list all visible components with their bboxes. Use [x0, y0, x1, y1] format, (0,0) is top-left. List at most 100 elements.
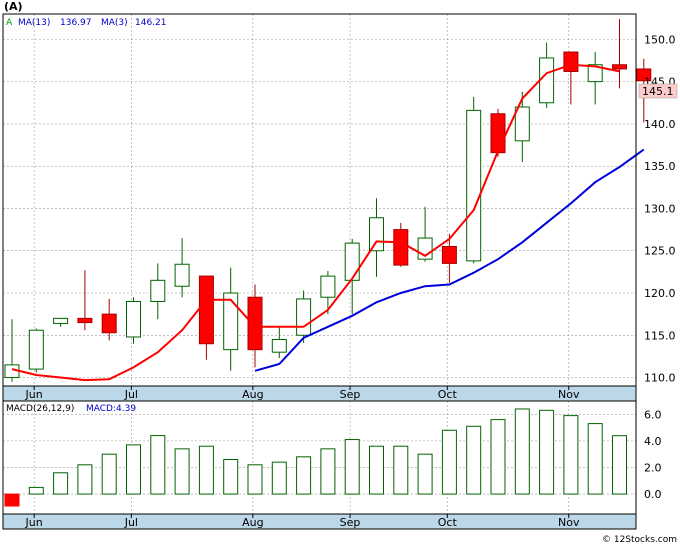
price-y-tick-label: 130.0: [644, 202, 676, 215]
ma3-legend-value: 146.21: [135, 18, 167, 28]
candle-down: [198, 275, 214, 345]
price-month-labels: Jun Jul Aug Sep Oct Nov: [25, 386, 580, 401]
macd-bar: [344, 439, 360, 495]
month-label-oct: Oct: [438, 516, 458, 529]
macd-month-band: [2, 513, 637, 530]
candle-up: [28, 329, 44, 370]
macd-bar: [612, 435, 627, 495]
macd-bar: [417, 453, 433, 495]
price-month-band: [2, 385, 637, 402]
last-price-box: [638, 83, 678, 99]
price-panel: 110.0115.0120.0125.0130.0135.0140.0145.0…: [2, 13, 678, 387]
candle-down: [612, 64, 627, 70]
month-label-nov: Nov: [558, 388, 580, 401]
macd-bar: [320, 448, 336, 495]
macd-bars: [4, 408, 627, 507]
price-y-tick-label: 150.0: [644, 33, 676, 46]
candle-down: [636, 68, 652, 82]
macd-y-tick-label: 4.0: [644, 435, 662, 448]
macd-y-tick-label: 6.0: [644, 408, 662, 421]
month-label-jul: Jul: [124, 516, 138, 529]
price-y-tick-label: 140.0: [644, 118, 676, 131]
macd-bar: [563, 415, 579, 495]
macd-bar: [101, 453, 117, 495]
candle-up: [587, 64, 603, 83]
candle-up: [369, 217, 384, 252]
candle-up: [344, 242, 360, 281]
candle-up: [150, 279, 166, 302]
macd-bar-negative: [4, 493, 20, 507]
candle-up: [320, 275, 336, 298]
macd-bar: [126, 444, 141, 495]
candle-up: [539, 57, 555, 104]
macd-bar: [77, 464, 93, 495]
macd-bar: [539, 409, 555, 495]
macd-bar: [174, 448, 190, 495]
month-label-aug: Aug: [242, 516, 263, 529]
macd-bar: [28, 486, 44, 495]
price-y-tick-label: 115.0: [644, 329, 676, 342]
macd-y-axis: 0.0 2.0 4.0 6.0: [644, 408, 662, 501]
macd-y-tick-label: 0.0: [644, 488, 662, 501]
month-label-sep: Sep: [340, 388, 361, 401]
price-candles: [4, 19, 652, 382]
ma13-legend-label: MA(13): [18, 18, 50, 28]
macd-y-tick-label: 2.0: [644, 461, 662, 474]
candle-up: [271, 339, 287, 353]
last-price-value: 145.1: [642, 85, 674, 98]
macd-bar: [466, 425, 482, 495]
candle-up: [126, 300, 141, 338]
candle-up: [296, 298, 312, 336]
price-y-tick-label: 120.0: [644, 287, 676, 300]
macd-bar: [247, 464, 263, 495]
macd-legend-value: MACD:4.39: [86, 404, 136, 414]
month-label-jul: Jul: [124, 388, 138, 401]
price-y-tick-label: 110.0: [644, 372, 676, 385]
price-lines: [11, 63, 645, 382]
candle-down: [490, 113, 506, 154]
macd-panel: 0.0 2.0 4.0 6.0: [2, 400, 662, 515]
symbol-label: (A): [4, 0, 23, 13]
price-legend: A MA(13) 136.97 MA(3) 146.21: [6, 18, 167, 28]
macd-legend-params: MACD(26,12,9): [6, 404, 74, 414]
price-legend-marker: A: [6, 18, 13, 28]
macd-bar: [490, 419, 506, 495]
month-label-jun: Jun: [25, 388, 43, 401]
candle-down: [77, 317, 93, 324]
month-label-nov: Nov: [558, 516, 580, 529]
candle-down: [247, 296, 263, 351]
candle-down: [393, 229, 409, 266]
price-y-axis: 110.0115.0120.0125.0130.0135.0140.0145.0…: [644, 33, 676, 384]
candle-down: [441, 246, 457, 264]
candle-down: [101, 313, 117, 334]
macd-bar: [514, 408, 530, 495]
price-y-tick-label: 125.0: [644, 245, 676, 258]
watermark: © 12Stocks.com: [602, 535, 677, 545]
candle-up: [223, 292, 239, 351]
candle-up: [174, 263, 190, 287]
macd-legend: MACD(26,12,9) MACD:4.39: [6, 404, 136, 414]
month-label-jun: Jun: [25, 516, 43, 529]
ma3-legend-label: MA(3): [101, 18, 128, 28]
candle-up: [514, 106, 530, 142]
macd-bar: [296, 456, 312, 495]
ma13-legend-value: 136.97: [60, 18, 92, 28]
macd-bar: [441, 429, 457, 495]
macd-bar: [271, 461, 287, 495]
macd-bar: [587, 423, 603, 495]
macd-bar: [150, 435, 166, 495]
macd-bar: [53, 472, 69, 495]
macd-bar: [393, 445, 409, 495]
last-price-tag: 145.1: [638, 83, 678, 99]
candle-up: [466, 109, 482, 262]
month-label-sep: Sep: [340, 516, 361, 529]
candle-down: [563, 51, 579, 72]
month-label-oct: Oct: [438, 388, 458, 401]
ma3-line: [11, 63, 620, 382]
candle-up: [53, 317, 69, 324]
ma13-line: [254, 148, 645, 372]
macd-month-labels: Jun Jul Aug Sep Oct Nov: [25, 514, 580, 529]
macd-bar: [369, 445, 384, 495]
month-label-aug: Aug: [242, 388, 263, 401]
